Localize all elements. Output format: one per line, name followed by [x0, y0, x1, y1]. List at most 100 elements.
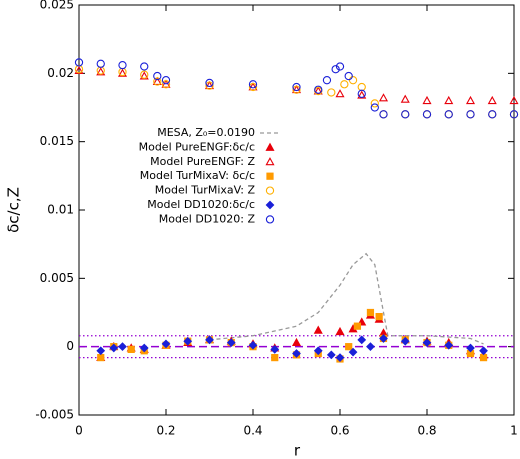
x-tick-label: 0 — [75, 424, 83, 438]
data-point — [479, 346, 488, 356]
data-point — [74, 58, 84, 67]
data-point — [509, 110, 519, 119]
x-tick-label: 0.2 — [156, 424, 175, 438]
data-point — [127, 345, 135, 354]
data-point — [370, 99, 379, 108]
data-point — [479, 353, 488, 362]
y-tick-label: 0.005 — [40, 271, 74, 285]
data-point — [326, 350, 336, 360]
data-point — [357, 89, 366, 98]
legend-label: Model DD1020:δc/c — [147, 198, 255, 211]
data-point — [444, 95, 454, 105]
data-point — [348, 347, 358, 357]
data-point — [366, 342, 375, 352]
data-point — [205, 81, 214, 90]
data-point — [370, 103, 379, 112]
data-point — [401, 110, 410, 119]
data-point — [139, 343, 149, 353]
legend-label: MESA, Z₀=0.0190 — [157, 126, 255, 139]
data-point — [400, 94, 410, 103]
legend-label: Model TurMixaV: Z — [155, 184, 256, 197]
data-point — [444, 340, 454, 350]
data-point — [335, 326, 345, 336]
data-point — [488, 110, 497, 119]
data-point — [313, 346, 323, 356]
x-tick-label: 0.6 — [330, 424, 349, 438]
data-point — [153, 77, 162, 86]
y-tick-label: 0.025 — [40, 0, 74, 12]
legend-label: Model PureENGF:δc/c — [139, 140, 255, 153]
data-point — [366, 308, 375, 317]
data-point — [465, 95, 476, 105]
x-tick-label: 1 — [510, 424, 518, 438]
data-point — [248, 82, 258, 91]
data-point — [96, 346, 106, 356]
legend-marker — [266, 172, 274, 180]
x-tick-label: 0.4 — [243, 424, 262, 438]
data-line — [209, 252, 484, 345]
data-point — [204, 80, 215, 90]
data-point — [357, 90, 367, 99]
data-point — [422, 338, 432, 347]
data-point — [140, 70, 149, 79]
data-point — [353, 322, 362, 330]
data-point — [466, 343, 475, 353]
data-point — [422, 95, 432, 105]
data-point — [378, 93, 389, 102]
data-point — [335, 353, 345, 362]
legend-label: Model PureENGF: Z — [150, 155, 255, 168]
data-point — [96, 67, 106, 76]
legend-marker — [265, 215, 275, 224]
y-tick-label: -0.005 — [35, 408, 74, 422]
data-point — [248, 80, 258, 89]
data-point — [509, 95, 519, 105]
legend-marker — [265, 157, 275, 166]
data-point — [357, 335, 367, 345]
data-point — [375, 312, 383, 321]
data-point — [313, 86, 323, 95]
data-point — [444, 110, 453, 119]
data-point — [109, 343, 119, 353]
y-tick-label: 0.015 — [40, 134, 74, 148]
data-point — [271, 353, 279, 362]
data-point — [400, 336, 410, 346]
data-point — [340, 80, 349, 89]
data-point — [357, 82, 366, 92]
data-point — [292, 82, 301, 92]
x-axis-title: r — [294, 442, 301, 459]
data-point — [314, 85, 323, 94]
legend-label: Model TurMixaV: δc/c — [140, 169, 255, 182]
data-point — [292, 85, 301, 94]
data-point — [344, 71, 353, 81]
data-point — [118, 60, 127, 70]
data-point — [487, 95, 497, 105]
data-point — [379, 110, 388, 119]
data-point — [96, 59, 105, 68]
data-point — [139, 71, 149, 80]
data-point — [74, 65, 84, 75]
x-tick-label: 0.8 — [417, 424, 436, 438]
y-tick-label: 0.02 — [47, 66, 74, 80]
data-point — [117, 68, 128, 77]
data-point — [140, 62, 149, 71]
data-point — [291, 85, 302, 94]
data-point — [270, 345, 280, 354]
data-point — [466, 110, 475, 119]
data-point — [205, 78, 214, 88]
data-point — [161, 339, 171, 349]
data-point — [183, 336, 193, 346]
data-point — [327, 88, 336, 97]
data-point — [248, 340, 258, 350]
data-point — [152, 76, 162, 85]
data-point — [379, 334, 388, 343]
data-point — [335, 62, 345, 71]
legend-marker — [265, 142, 275, 151]
data-point — [118, 342, 127, 352]
data-point — [161, 79, 171, 88]
data-point — [345, 343, 353, 351]
legend-marker — [265, 200, 275, 210]
data-point — [161, 76, 171, 85]
data-point — [335, 89, 345, 98]
data-point — [313, 325, 323, 334]
data-point — [291, 337, 302, 346]
